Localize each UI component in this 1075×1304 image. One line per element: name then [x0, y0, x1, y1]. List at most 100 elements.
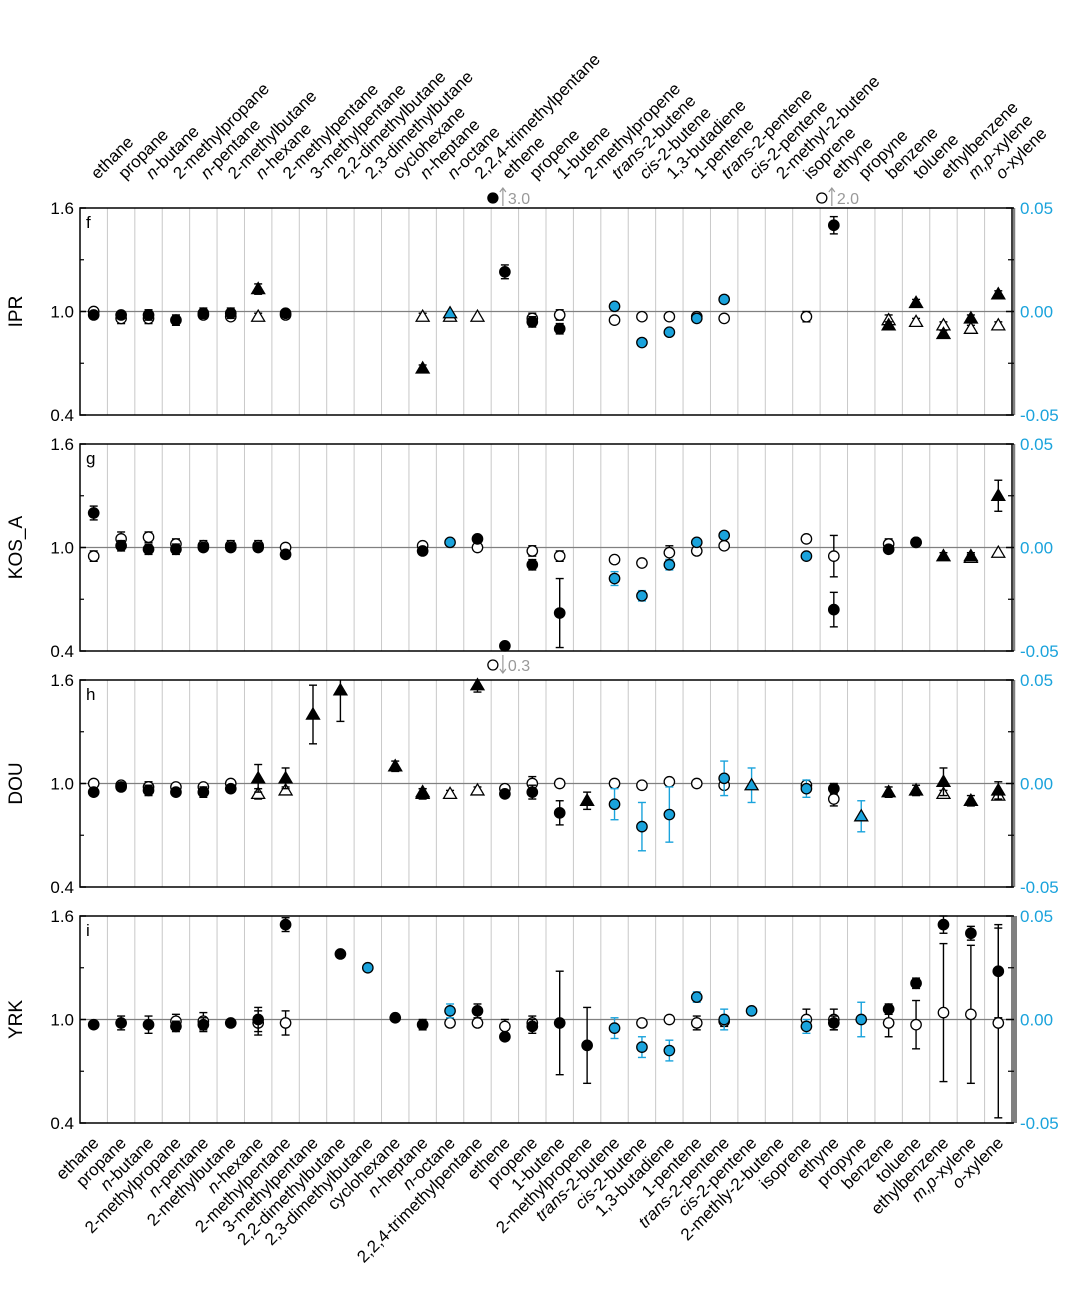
marker-triangle — [881, 317, 897, 331]
right-tick-label: 0.05 — [1020, 907, 1053, 926]
data-point-filled-triangle — [908, 782, 924, 797]
marker-circle — [608, 798, 621, 811]
data-point-filled-circle — [882, 1003, 895, 1016]
data-point-blue-circle — [636, 589, 648, 602]
data-point-filled-circle — [471, 533, 484, 545]
marker-circle — [471, 533, 484, 545]
data-point-filled-circle — [389, 1011, 402, 1024]
data-point-blue-circle — [690, 991, 703, 1003]
marker-circle — [553, 322, 566, 335]
left-tick-label: 1.0 — [50, 1011, 74, 1030]
data-point-open-circle — [636, 557, 648, 569]
data-point-open-circle — [636, 1017, 648, 1029]
data-point-filled-circle — [170, 1020, 182, 1033]
left-tick-label: 1.0 — [50, 303, 74, 322]
marker-circle — [87, 1018, 100, 1031]
data-point-filled-circle — [170, 314, 182, 326]
marker-circle — [142, 543, 155, 556]
marker-circle — [745, 1005, 758, 1017]
data-point-filled-triangle — [881, 317, 897, 331]
data-point-filled-triangle — [990, 781, 1006, 800]
marker-circle — [992, 1017, 1005, 1029]
data-point-blue-triangle — [743, 767, 760, 804]
marker-circle — [526, 545, 539, 557]
data-point-open-circle — [800, 310, 813, 323]
data-point-filled-triangle — [579, 791, 595, 811]
data-point-open-triangle — [908, 314, 924, 328]
data-point-open-circle — [553, 777, 566, 790]
right-tick-label: 0.00 — [1020, 303, 1053, 322]
marker-circle — [800, 533, 813, 545]
marker-triangle — [963, 792, 979, 806]
data-point-open-circle — [526, 545, 539, 557]
marker-circle — [224, 1017, 237, 1029]
panel-kos_a: 1.6 1.0 0.4 0.05 0.00 -0.05 g KOS_A 0.3 — [6, 435, 1059, 675]
marker-circle — [855, 1013, 868, 1026]
data-point-filled-triangle — [332, 680, 349, 723]
marker-triangle — [908, 782, 924, 796]
marker-circle — [663, 326, 676, 339]
data-point-filled-circle — [115, 781, 127, 793]
top-category-labels: ethanepropanen-butane2-methylpropanen-pe… — [87, 50, 1050, 183]
data-point-filled-circle — [553, 800, 566, 826]
marker-circle — [279, 918, 292, 931]
data-point-filled-triangle — [277, 767, 294, 790]
marker-circle — [636, 310, 648, 323]
marker-circle — [197, 786, 210, 798]
marker-circle — [608, 300, 621, 313]
data-point-blue-circle — [444, 1003, 456, 1019]
data-point-open-circle — [910, 999, 922, 1050]
marker-triangle — [250, 770, 266, 784]
marker-circle — [636, 820, 648, 833]
data-point-filled-circle — [992, 923, 1005, 1019]
marker-circle — [553, 806, 566, 819]
marker-circle — [170, 543, 182, 556]
data-point-filled-circle — [279, 307, 292, 320]
panel-letter: h — [86, 685, 95, 704]
left-tick-label: 0.4 — [50, 406, 74, 425]
data-point-filled-triangle — [469, 677, 486, 693]
data-point-open-triangle — [469, 782, 486, 796]
data-point-blue-triangle — [442, 305, 458, 319]
marker-triangle — [332, 682, 349, 696]
left-tick-label: 0.4 — [50, 1114, 74, 1133]
data-point-blue-circle — [636, 336, 648, 349]
data-point-blue-triangle — [853, 800, 869, 833]
marker-circle — [937, 1006, 950, 1019]
right-tick-label: -0.05 — [1020, 406, 1059, 425]
data-point-blue-circle — [361, 961, 374, 974]
data-point-filled-circle — [827, 1015, 840, 1031]
data-point-open-triangle — [250, 308, 266, 322]
y-axis-label: IPR — [6, 296, 27, 328]
marker-circle — [499, 1030, 511, 1043]
offscale-marker — [816, 192, 828, 204]
marker-circle — [690, 1017, 703, 1029]
data-point-open-circle — [690, 777, 703, 790]
marker-circle — [718, 1013, 731, 1026]
marker-triangle — [743, 777, 760, 791]
marker-circle — [636, 336, 648, 349]
data-point-filled-circle — [416, 545, 429, 557]
marker-circle — [882, 1003, 895, 1016]
data-point-blue-circle — [636, 801, 648, 852]
offscale-note: 2.0 — [816, 187, 859, 208]
right-tick-label: 0.00 — [1020, 775, 1053, 794]
marker-circle — [416, 545, 429, 557]
data-point-filled-circle — [224, 1017, 237, 1029]
marker-circle — [553, 1017, 566, 1029]
data-point-filled-circle — [581, 1006, 593, 1085]
marker-circle — [224, 782, 237, 795]
data-point-filled-circle — [827, 782, 840, 795]
data-point-filled-circle — [87, 786, 100, 798]
marker-circle — [636, 1041, 648, 1053]
marker-circle — [499, 1020, 511, 1033]
right-tick-label: 0.00 — [1020, 539, 1053, 558]
data-point-open-circle — [608, 553, 621, 566]
marker-circle — [252, 1013, 265, 1026]
marker-triangle — [579, 792, 595, 806]
marker-circle — [882, 543, 895, 556]
marker-circle — [197, 541, 210, 554]
marker-triangle — [990, 487, 1006, 501]
bottom-category-labels: ethanepropanen-butane2-methylpropanen-pe… — [52, 1133, 1007, 1266]
left-tick-label: 1.0 — [50, 775, 74, 794]
